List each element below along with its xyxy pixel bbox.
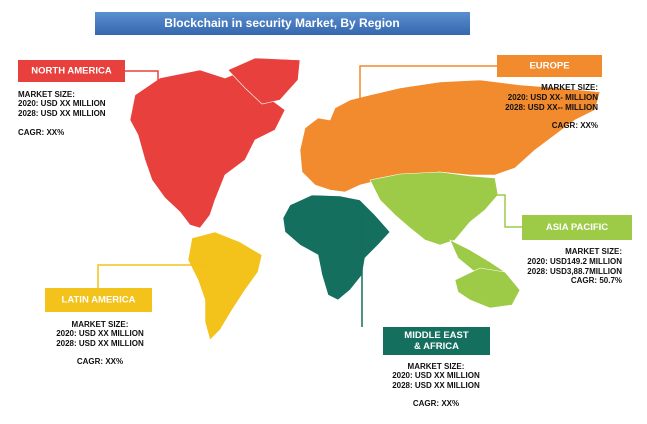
region-label-box xyxy=(18,60,125,82)
region-detail: CAGR: XX% xyxy=(77,357,123,366)
region-detail: 2020: USD XX MILLION xyxy=(392,371,480,380)
region-detail: 2028: USD XX MILLION xyxy=(56,339,144,348)
region-detail: 2028: USD XX-- MILLION xyxy=(505,103,598,112)
region-label-box xyxy=(497,55,602,77)
region-detail: CAGR: XX% xyxy=(552,121,598,130)
connector-line xyxy=(359,65,497,160)
region-detail: CAGR: XX% xyxy=(18,128,64,137)
region-detail: MARKET SIZE: xyxy=(565,247,622,256)
region-detail: CAGR: 50.7% xyxy=(571,276,622,285)
region-detail: MARKET SIZE: xyxy=(408,362,465,371)
region-detail: MARKET SIZE: xyxy=(72,320,129,329)
continent xyxy=(454,267,521,309)
region-detail: 2020: USD XX MILLION xyxy=(56,329,144,338)
world-map xyxy=(129,57,601,341)
continent xyxy=(227,57,301,105)
region-label: ASIA PACIFIC xyxy=(546,222,608,233)
continent xyxy=(282,194,391,301)
connector-line xyxy=(97,264,210,288)
region-label-box xyxy=(522,215,632,240)
region-detail: 2020: USD149.2 MILLION xyxy=(527,257,622,266)
region-label: EUROPE xyxy=(529,61,569,72)
continent xyxy=(299,79,601,193)
continent xyxy=(187,231,263,341)
continent xyxy=(369,171,499,246)
region-detail: 2028: USD XX MILLION xyxy=(18,109,106,118)
region-label-box xyxy=(45,288,152,312)
region-detail: 2028: USD XX MILLION xyxy=(392,381,480,390)
region-detail: MARKET SIZE: xyxy=(541,83,598,92)
title: Blockchain in security Market, By Region xyxy=(164,16,399,30)
region-label: LATIN AMERICA xyxy=(62,295,136,306)
region-detail: 2020: USD XX- MILLION xyxy=(508,93,598,102)
title-box xyxy=(95,12,470,35)
region-label-box xyxy=(383,327,490,355)
region-detail: 2020: USD XX MILLION xyxy=(18,99,106,108)
connector-line xyxy=(430,194,522,228)
region-detail: MARKET SIZE: xyxy=(18,90,75,99)
region-detail: 2028: USD3,88.7MILLION xyxy=(527,267,622,276)
region-label: NORTH AMERICA xyxy=(31,66,112,77)
region-label: MIDDLE EAST xyxy=(404,330,469,341)
region-label: & AFRICA xyxy=(414,341,459,352)
connector-line xyxy=(125,70,159,150)
region-detail: CAGR: XX% xyxy=(413,399,459,408)
